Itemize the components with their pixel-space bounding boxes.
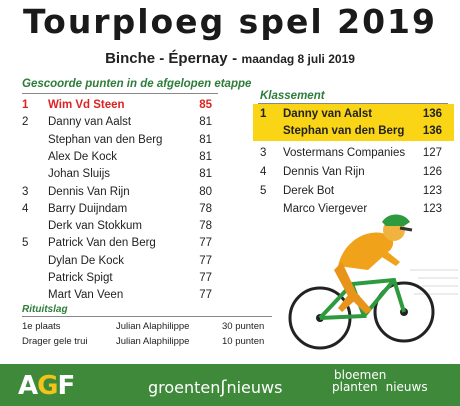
rider-name: Patrick Spigt [48,272,113,284]
stage-subtitle: Binche - Épernay - maandag 8 juli 2019 [0,50,460,68]
cyclist-illustration [288,214,458,350]
footer-bar [0,364,460,406]
rank: 4 [260,166,267,178]
points: 81 [199,133,212,146]
stage-points-row: 1 Wim Vd Steen 85 [0,96,230,114]
team-name: Vostermans Companies [283,147,406,159]
rituitslag-points: 10 punten [222,336,265,347]
points: 127 [422,147,442,159]
page-title: Tourploeg spel 2019 [23,2,437,41]
rider-name: Derk van Stokkum [48,220,142,233]
stage-route: Binche - Épernay [105,50,228,67]
rituitslag-row: 1e plaats Julian Alaphilippe 30 punten [0,319,300,334]
stage-points-row: 2 Danny van Aalst 81 [0,113,230,131]
team-name: Stephan van den Berg [283,125,405,137]
rituitslag-rider: Julian Alaphilippe [116,336,190,347]
rituitslag-divider [22,316,272,317]
stage-points-row: Alex De Kock 81 [0,148,230,166]
standings-row: 3 Vostermans Companies 127 [0,144,460,162]
rituitslag-row: Drager gele trui Julian Alaphilippe 10 pun… [0,334,300,349]
rider [334,214,413,314]
left-heading: Gescoorde punten in de afgelopen etappe [22,78,252,90]
agf-logo: AGF [18,371,75,401]
rider-name: Wim Vd Steen [48,99,125,111]
stage-points-row: 3 Dennis Van Rijn 80 [0,183,230,201]
points: 77 [199,237,212,250]
rider-name: Dylan De Kock [48,254,125,267]
rank: 2 [22,116,29,129]
rituitslag-points: 30 punten [222,321,265,332]
leader-highlight [253,104,454,141]
points: 123 [422,185,442,197]
stage-date: maandag 8 juli 2019 [241,52,355,66]
stage-points-row: 4 Barry Duijndam 78 [0,200,230,218]
rider-name: Barry Duijndam [48,202,128,215]
points: 77 [199,289,212,302]
rank: 5 [260,185,267,197]
stage-points-row: Dylan De Kock 77 [0,252,230,270]
rider-name: Mart Van Veen [48,289,124,302]
points: 136 [422,125,442,137]
right-divider [258,103,448,104]
standings-row: Marco Viergever 123 [0,200,460,218]
points: 81 [199,168,212,181]
stage-separator: - [232,50,238,67]
stage-points-row: Stephan van den Berg 81 [0,131,230,149]
standings-row: 5 Derek Bot 123 [0,182,460,200]
standings-row: 4 Dennis Van Rijn 126 [0,163,460,181]
rider-name: Johan Sluijs [48,168,111,181]
left-divider [22,93,218,94]
rank: 5 [22,237,29,250]
points: 78 [199,220,212,233]
groentennieuws-logo: groentenʃnieuws [148,377,283,398]
points: 78 [199,202,212,215]
points: 81 [199,116,212,129]
rider-name: Stephan van den Berg [48,133,163,146]
team-name: Derek Bot [283,185,335,197]
standings-row: Stephan van den Berg 136 [0,122,460,140]
rank: 4 [22,202,29,215]
stage-points-row: Johan Sluijs 81 [0,165,230,183]
rider-name: Alex De Kock [48,150,118,163]
rider-name: Patrick Van den Berg [48,237,156,250]
bloemenplantennieuws-logo: bloemen planten nieuws [332,368,428,394]
stage-points-row: Derk van Stokkum 78 [0,217,230,235]
team-name: Danny van Aalst [283,108,373,120]
points: 80 [199,185,212,198]
stage-points-row: Mart Van Veen 77 [0,286,230,304]
points: 81 [199,150,212,163]
front-wheel [373,281,435,343]
rank: 3 [260,147,267,159]
rank: 3 [22,185,29,198]
points: 136 [422,108,442,120]
points: 77 [199,272,212,284]
rank: 1 [22,99,29,111]
rider-name: Dennis Van Rijn [48,185,130,198]
right-heading: Klassement [260,90,325,102]
points: 77 [199,254,212,267]
rider-name: Danny van Aalst [48,116,132,129]
rituitslag-heading: Rituitslag [22,304,68,315]
stage-points-row: Patrick Spigt 77 [0,269,230,287]
stage-points-row: 5 Patrick Van den Berg 77 [0,234,230,252]
team-name: Dennis Van Rijn [283,166,365,178]
standings-row: 1 Danny van Aalst 136 [0,105,460,123]
rank: 1 [260,108,267,120]
team-name: Marco Viergever [283,203,368,215]
points: 85 [199,99,212,111]
rituitslag-label: 1e plaats [22,321,61,332]
rituitslag-rider: Julian Alaphilippe [116,321,190,332]
speed-lines [410,269,458,295]
points: 126 [422,166,442,178]
points: 123 [422,203,442,215]
rituitslag-label: Drager gele trui [22,336,88,347]
